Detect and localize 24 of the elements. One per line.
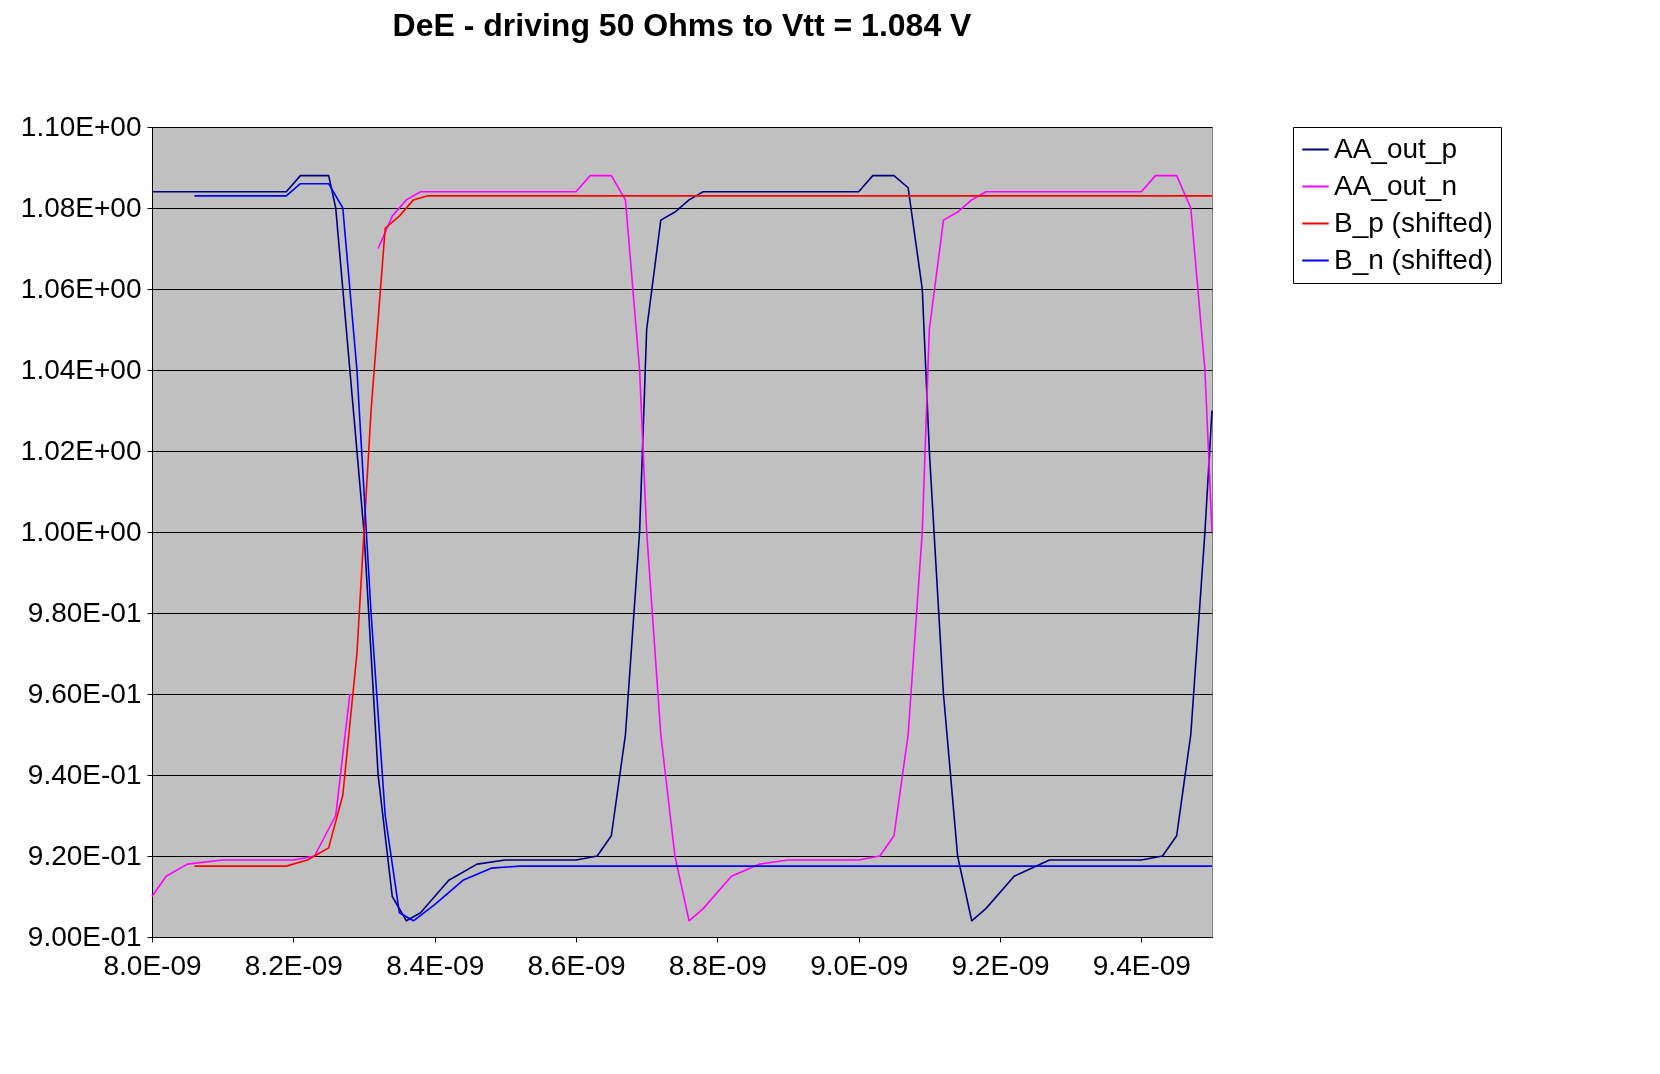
- y-tick-label: 9.60E-01: [27, 677, 142, 709]
- x-tick-label: 8.0E-09: [103, 949, 202, 981]
- y-tick-label: 1.08E+00: [20, 191, 142, 223]
- y-tick-label: 9.40E-01: [27, 758, 142, 790]
- x-tick-label: 8.4E-09: [386, 949, 485, 981]
- x-tick-label: 8.8E-09: [668, 949, 767, 981]
- y-tick-label: 9.80E-01: [27, 596, 142, 628]
- x-tick-label: 9.0E-09: [810, 949, 909, 981]
- legend-label: B_n (shifted): [1334, 243, 1493, 275]
- y-tick-label: 1.04E+00: [20, 353, 142, 385]
- y-tick-label: 9.20E-01: [27, 839, 142, 871]
- y-tick-label: 9.00E-01: [27, 920, 142, 952]
- y-tick-label: 1.00E+00: [20, 515, 142, 547]
- legend-label: AA_out_n: [1334, 169, 1457, 201]
- y-tick-label: 1.10E+00: [20, 110, 142, 142]
- x-tick-label: 8.2E-09: [244, 949, 343, 981]
- x-tick-label: 9.4E-09: [1092, 949, 1191, 981]
- chart-title: DeE - driving 50 Ohms to Vtt = 1.084 V: [392, 7, 973, 43]
- x-tick-label: 9.2E-09: [951, 949, 1050, 981]
- x-tick-label: 8.6E-09: [527, 949, 626, 981]
- y-tick-label: 1.06E+00: [20, 272, 142, 304]
- y-tick-label: 1.02E+00: [20, 434, 142, 466]
- legend-label: AA_out_p: [1334, 132, 1457, 164]
- legend-label: B_p (shifted): [1334, 206, 1493, 238]
